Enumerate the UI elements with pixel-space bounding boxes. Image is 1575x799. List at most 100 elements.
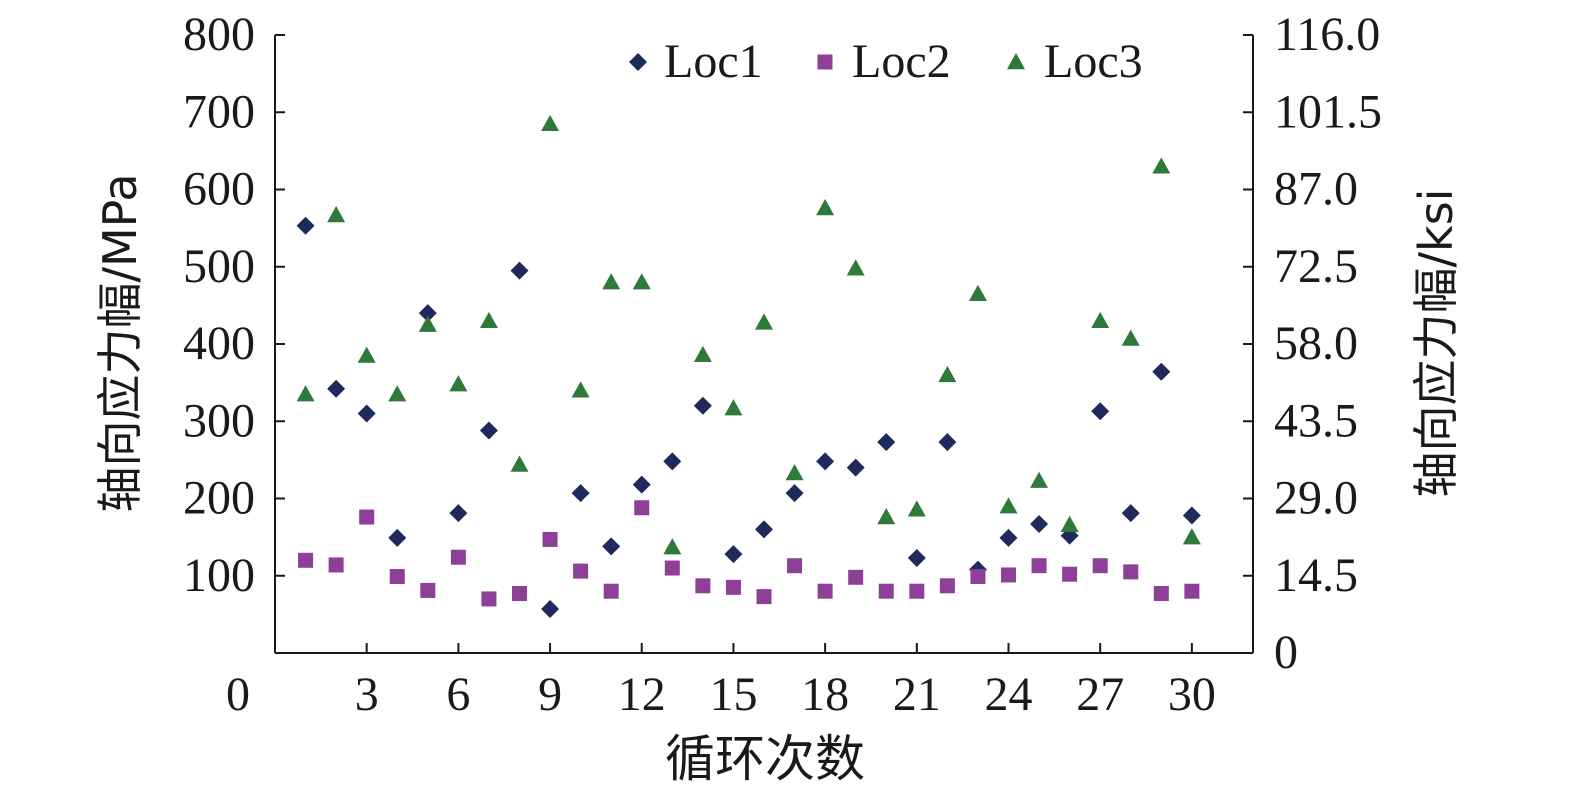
loc1-point — [1091, 402, 1110, 421]
loc3-point — [877, 508, 896, 525]
loc3-point — [755, 313, 773, 330]
loc2-point — [298, 552, 314, 568]
x-tick-label: 24 — [985, 668, 1033, 721]
loc1-point — [1152, 362, 1171, 381]
loc1-point — [296, 216, 315, 235]
loc1-point — [1182, 506, 1201, 525]
data-points — [296, 114, 1201, 618]
loc1-point — [418, 304, 437, 323]
x-tick-label: 0 — [226, 668, 250, 721]
legend-loc1-marker — [629, 53, 647, 71]
loc3-point — [968, 284, 987, 301]
loc3-point — [388, 385, 407, 402]
right-y-tick-label: 29.0 — [1274, 472, 1358, 525]
left-y-tick-label: 800 — [183, 8, 255, 61]
loc3-point — [724, 399, 743, 416]
loc3-point — [816, 199, 835, 216]
loc3-point — [327, 205, 346, 223]
loc3-point — [602, 273, 621, 290]
loc1-point — [663, 452, 682, 471]
loc2-point — [695, 578, 711, 594]
loc3-point — [1060, 515, 1079, 532]
loc3-point — [1030, 471, 1049, 488]
loc2-point — [1001, 567, 1016, 583]
loc3-point — [693, 345, 712, 363]
loc1-point — [693, 396, 712, 415]
left-y-axis-title: 轴向应力幅/MPa — [93, 173, 147, 512]
x-axis-title: 循环次数 — [665, 730, 865, 788]
loc1-point — [755, 520, 773, 539]
left-y-tick-label: 400 — [183, 317, 255, 370]
loc3-point — [571, 381, 590, 398]
legend-loc1-label: Loc1 — [664, 35, 763, 88]
legend-loc2-marker — [817, 54, 833, 70]
x-tick-label: 18 — [801, 668, 849, 721]
left-y-tick-label: 300 — [183, 394, 255, 447]
loc2-point — [634, 500, 650, 516]
left-y-tick-label: 600 — [183, 163, 255, 216]
loc2-point — [420, 582, 436, 598]
loc2-point — [878, 583, 894, 599]
loc3-point — [907, 500, 926, 517]
loc2-point — [787, 558, 803, 574]
loc2-point — [939, 578, 955, 594]
right-y-tick-label: 43.5 — [1274, 394, 1358, 447]
loc1-point — [938, 433, 957, 452]
loc2-point — [1184, 583, 1200, 599]
loc2-point — [1153, 586, 1169, 602]
loc3-point — [510, 455, 529, 472]
loc3-point — [663, 538, 682, 555]
loc1-point — [877, 433, 896, 452]
loc2-point — [909, 583, 925, 599]
axis-titles: 循环次数 轴向应力幅/MPa 轴向应力幅/ksi — [93, 173, 1463, 788]
loc2-point — [328, 557, 344, 573]
loc2-point — [970, 569, 986, 585]
x-tick-label: 9 — [538, 668, 562, 721]
x-tick-label: 27 — [1076, 668, 1124, 721]
right-y-tick-label: 0 — [1274, 626, 1298, 679]
loc1-point — [632, 475, 651, 494]
tick-labels: 0 3 6 9 12 15 18 21 24 27 30 100 200 300 400 500 600 700 8… — [183, 8, 1382, 721]
loc3-point — [1152, 157, 1171, 174]
loc2-point — [481, 591, 497, 607]
x-tick-label: 30 — [1168, 668, 1216, 721]
loc3-point — [449, 375, 468, 392]
loc2-point — [664, 560, 680, 576]
right-y-tick-label: 58.0 — [1274, 317, 1358, 370]
x-tick-label: 21 — [893, 668, 941, 721]
loc3-point — [785, 464, 804, 481]
loc3-point — [938, 365, 957, 383]
loc2-point — [1123, 564, 1139, 580]
loc1-point — [571, 484, 590, 503]
loc3-point — [1121, 329, 1140, 346]
loc1-point — [510, 261, 529, 280]
axes — [274, 34, 1254, 654]
loc3-point — [479, 311, 498, 329]
loc2-point — [512, 586, 527, 602]
left-y-tick-label: 500 — [183, 240, 255, 293]
loc1-point — [327, 379, 346, 398]
left-y-tick-label: 100 — [183, 549, 255, 602]
loc1-point — [388, 528, 407, 547]
loc2-point — [848, 569, 864, 585]
loc2-point — [542, 531, 558, 547]
legend-loc2-label: Loc2 — [852, 35, 951, 88]
x-tick-label: 6 — [446, 668, 470, 721]
loc3-point — [999, 497, 1018, 514]
loc1-point — [1121, 504, 1140, 523]
loc1-point — [449, 504, 468, 523]
left-y-tick-label: 200 — [183, 472, 255, 525]
loc1-point — [816, 452, 835, 471]
loc3-point — [418, 315, 437, 332]
loc2-point — [450, 549, 466, 565]
right-y-tick-label: 87.0 — [1274, 163, 1358, 216]
right-y-tick-label: 72.5 — [1274, 240, 1358, 293]
loc3-point — [632, 273, 651, 290]
loc1-point — [541, 599, 560, 618]
loc2-point — [817, 583, 833, 599]
loc3-point — [296, 385, 315, 402]
right-y-axis-title: 轴向应力幅/ksi — [1409, 189, 1463, 498]
loc2-point — [603, 583, 619, 599]
legend-loc3-marker — [1007, 53, 1025, 70]
loc1-point — [602, 537, 621, 556]
